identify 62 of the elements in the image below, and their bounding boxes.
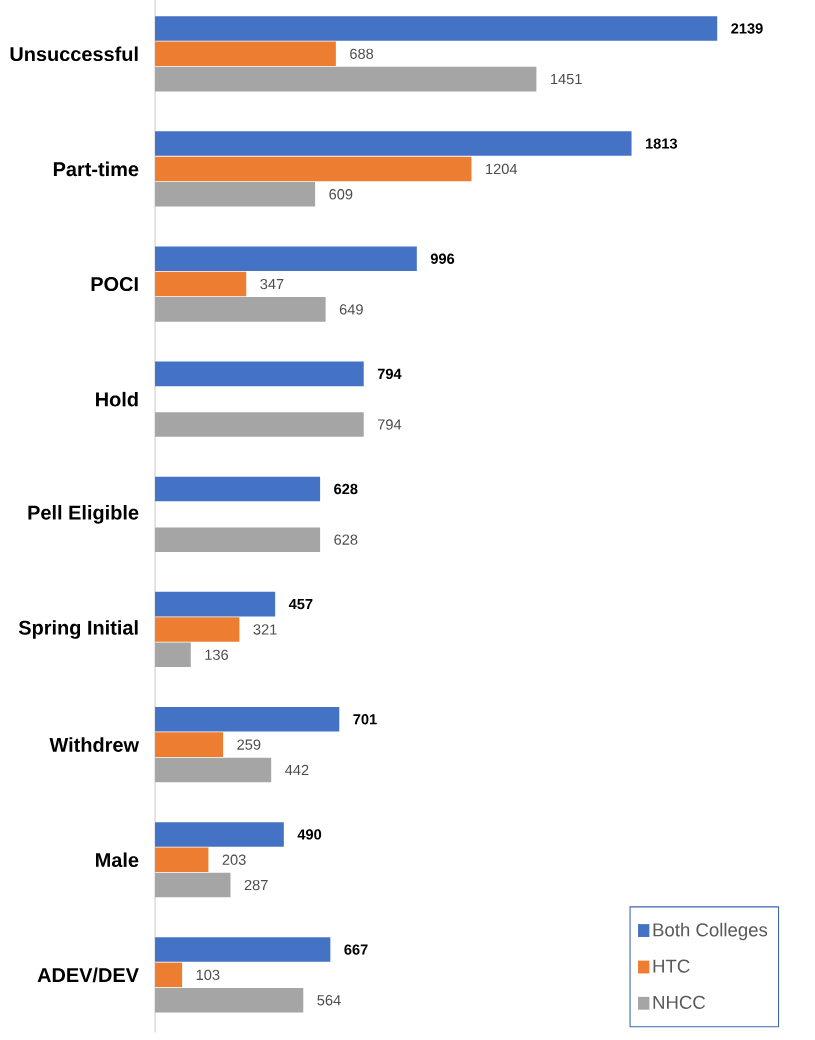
y-tick-label: POCI: [91, 277, 138, 292]
data-label: 1204: [486, 163, 518, 175]
legend-label: NHCC: [653, 995, 706, 1009]
data-label: 259: [237, 739, 261, 750]
data-label: 996: [431, 253, 455, 264]
y-tick-label: Hold: [96, 391, 138, 407]
data-label: 287: [244, 879, 268, 891]
data-label: 609: [329, 189, 353, 200]
data-label: 794: [378, 419, 402, 430]
bar: [155, 271, 247, 297]
bar: [155, 297, 326, 322]
bar: [155, 591, 276, 617]
data-label: 347: [260, 278, 284, 290]
bar: [155, 847, 209, 873]
data-label: 628: [334, 483, 358, 495]
bar: [155, 476, 321, 502]
bar: [155, 412, 364, 437]
data-label: 667: [344, 944, 368, 955]
bar: [155, 757, 272, 783]
bar: [155, 246, 418, 272]
bar: [155, 937, 331, 962]
y-tick-label: Withdrew: [49, 737, 140, 752]
data-label: 1813: [646, 138, 678, 149]
bar: [155, 962, 183, 988]
data-label: 701: [353, 714, 377, 725]
bar: [155, 66, 537, 92]
bar: [155, 872, 231, 898]
y-tick-label: Part-time: [54, 161, 139, 177]
data-label: 564: [317, 995, 341, 1006]
data-label: 136: [205, 649, 229, 660]
data-label: 457: [289, 599, 313, 610]
data-label: 442: [285, 764, 309, 776]
bar: [155, 527, 321, 552]
bar: [155, 156, 472, 182]
data-label: 1451: [551, 74, 582, 85]
data-label: 2139: [731, 23, 763, 34]
bar: [155, 41, 337, 67]
data-label: 490: [297, 829, 322, 840]
bar: [155, 181, 316, 207]
data-label: 649: [340, 304, 364, 315]
bar: [155, 617, 240, 642]
legend-label: HTC: [653, 959, 690, 973]
bar: [155, 987, 304, 1013]
y-tick-label: Pell Eligible: [28, 505, 139, 524]
bar: [155, 822, 285, 847]
legend-label: Both Colleges: [653, 922, 768, 941]
y-tick-label: ADEV/DEV: [37, 967, 140, 983]
data-label: 688: [350, 48, 374, 59]
data-label: 103: [196, 969, 220, 981]
y-tick-label: Spring Initial: [19, 620, 138, 639]
bar: [155, 361, 364, 387]
bar: [155, 131, 632, 156]
bar: [155, 642, 191, 668]
bar: [155, 707, 340, 732]
data-label: 203: [222, 854, 246, 865]
y-tick-label: Male: [96, 852, 139, 868]
bar: [155, 16, 718, 41]
data-label: 794: [378, 368, 402, 380]
bar: [155, 732, 224, 757]
data-label: 321: [253, 624, 277, 635]
data-label: 628: [334, 534, 358, 545]
y-tick-label: Unsuccessful: [10, 46, 138, 62]
